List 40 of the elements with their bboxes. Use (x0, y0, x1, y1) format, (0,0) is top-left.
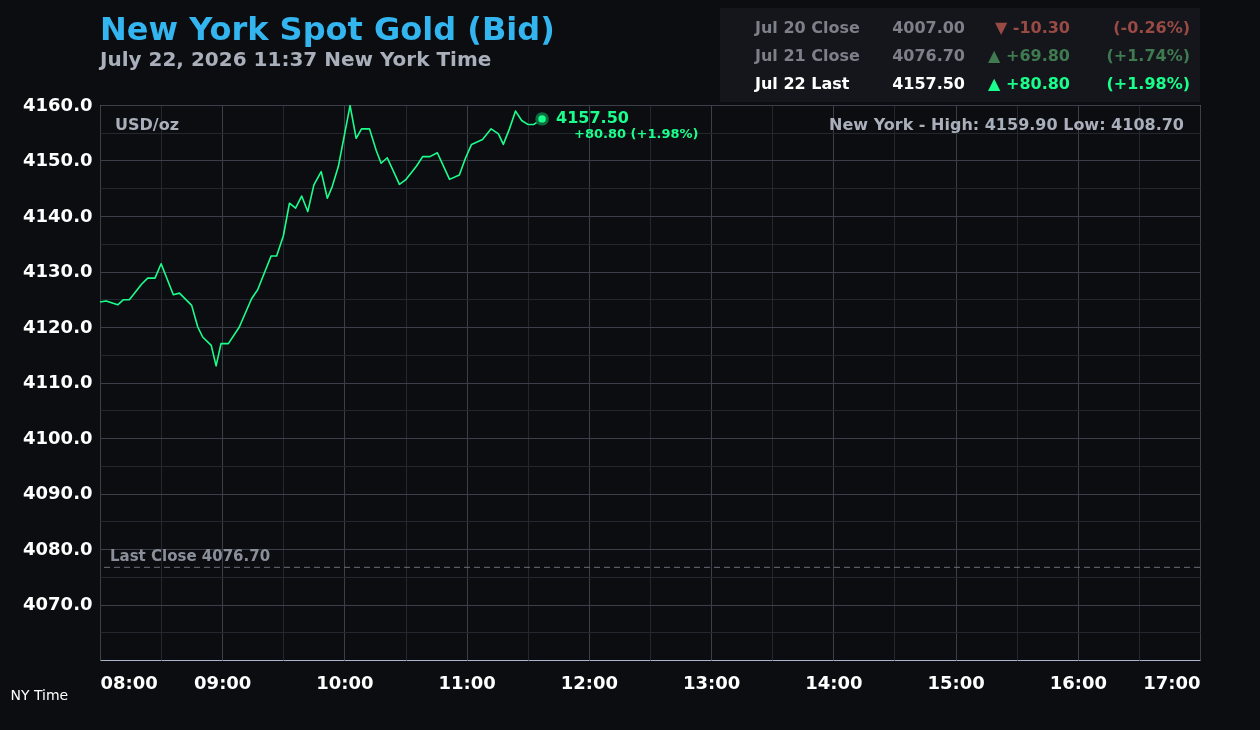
x-tick-label: 08:00 (100, 671, 158, 693)
ref-line-label: Last Close 4076.70 (110, 547, 271, 566)
chart-title: New York Spot Gold (Bid) (100, 10, 555, 48)
x-tick-label: 12:00 (560, 671, 619, 693)
text: (-0.26%) (1113, 18, 1190, 37)
x-axis-title: NY Time (10, 686, 69, 703)
y-tick-label: 4160.0 (23, 93, 93, 115)
y-tick-label: 4070.0 (23, 593, 93, 614)
x-tick-label: 09:00 (194, 671, 252, 693)
x-tick-label: 16:00 (1049, 671, 1107, 693)
x-tick-label: 11:00 (438, 671, 496, 693)
annotation: New York - High: 4159.90 Low: 4108.70 (829, 115, 1184, 134)
y-tick-label: 4110.0 (23, 371, 93, 392)
annotation: USD/oz (115, 115, 179, 134)
x-tick-label: 13:00 (682, 671, 741, 693)
y-tick-label: 4120.0 (23, 315, 93, 337)
x-tick-label: 15:00 (927, 671, 985, 693)
annotation: +80.80 (+1.98%) (574, 125, 699, 141)
x-tick-label: 14:00 (805, 671, 863, 693)
y-tick-label: 4130.0 (23, 260, 93, 281)
y-tick-label: 4090.0 (23, 482, 93, 503)
text: ▼ -10.30 (994, 18, 1070, 37)
text: 4076.70 (892, 46, 965, 65)
text: Jul 20 Close (754, 18, 860, 37)
annotation: 4157.50 (556, 107, 629, 127)
text: ▲ +69.80 (988, 46, 1070, 65)
text: Jul 22 Last (754, 74, 850, 93)
chart-subtitle: July 22, 2026 11:37 New York Time (98, 47, 492, 71)
y-tick-label: 4100.0 (23, 426, 93, 448)
x-tick-label: 10:00 (316, 671, 374, 693)
text: 4157.50 (892, 74, 965, 93)
y-tick-label: 4080.0 (23, 537, 93, 559)
text: Jul 21 Close (754, 46, 860, 65)
x-tick-label: 17:00 (1143, 671, 1201, 693)
y-tick-label: 4140.0 (23, 204, 93, 226)
text: (+1.74%) (1106, 46, 1190, 65)
y-tick-label: 4150.0 (23, 149, 93, 170)
text: ▲ +80.80 (988, 74, 1070, 93)
text: 4007.00 (892, 18, 965, 37)
text: (+1.98%) (1106, 74, 1190, 93)
